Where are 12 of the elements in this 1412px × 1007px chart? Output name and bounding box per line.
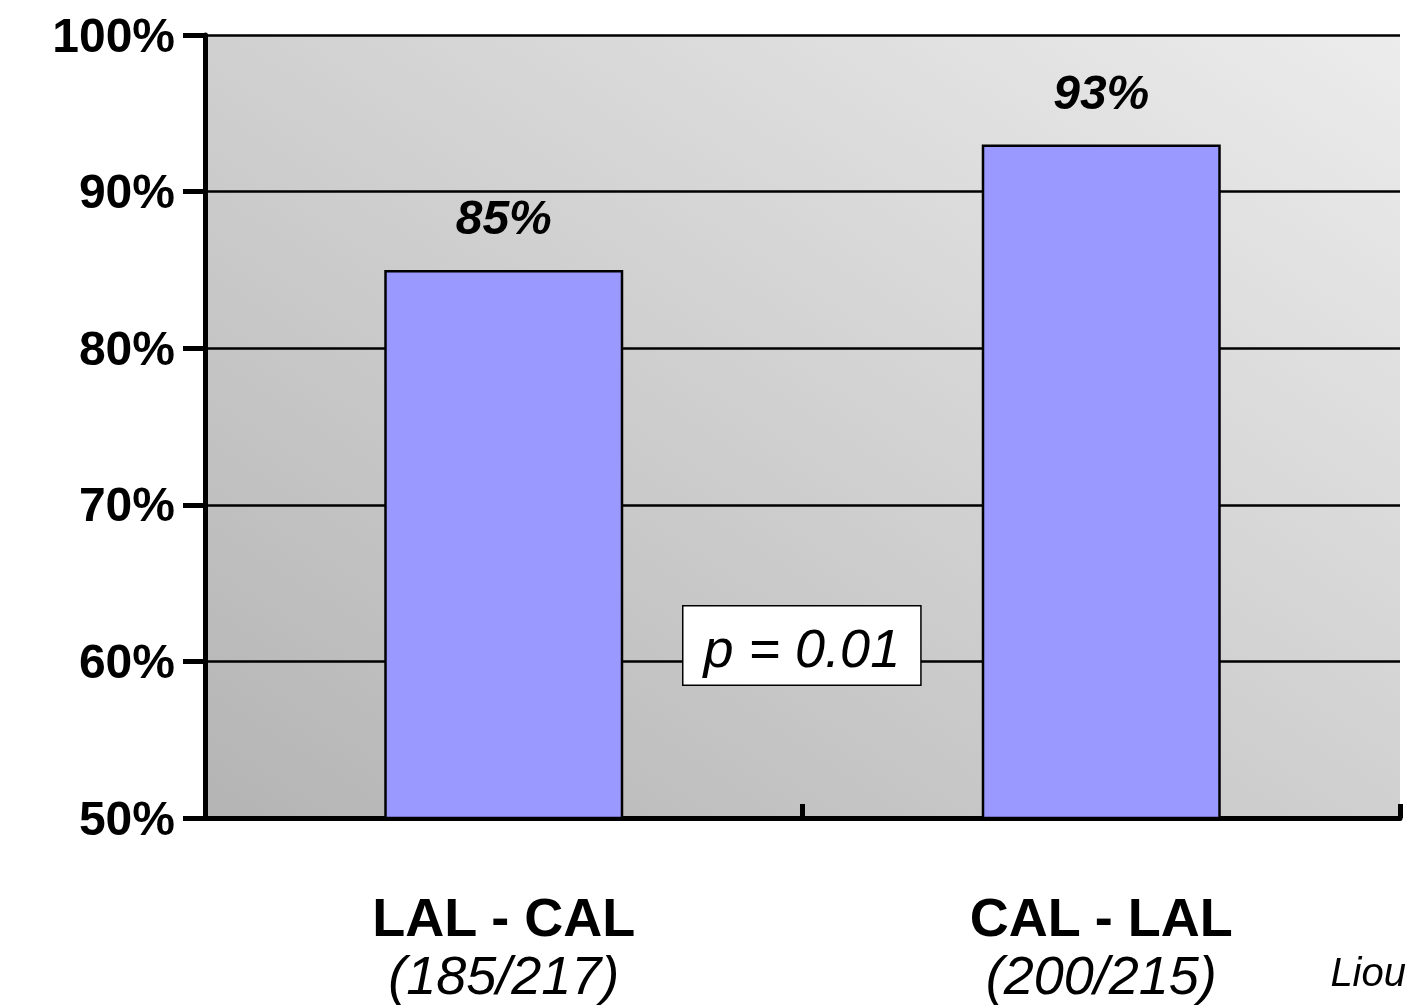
y-tick-label: 50%: [78, 791, 175, 845]
y-tick-label: 100%: [52, 8, 175, 62]
x-tick-label: CAL - LAL (200/215): [969, 887, 1233, 1005]
data-label: 85%: [455, 191, 552, 245]
y-tick-label: 90%: [78, 165, 175, 219]
data-label: 93%: [1053, 66, 1150, 120]
x-tick-label: LAL - CAL (185/217): [372, 887, 636, 1005]
y-tick-label: 80%: [78, 321, 175, 375]
y-tick-label: 70%: [78, 478, 175, 532]
annotation: p = 0.01: [701, 617, 901, 678]
y-tick-label: 60%: [78, 634, 175, 688]
text: Liou: [1330, 950, 1406, 994]
